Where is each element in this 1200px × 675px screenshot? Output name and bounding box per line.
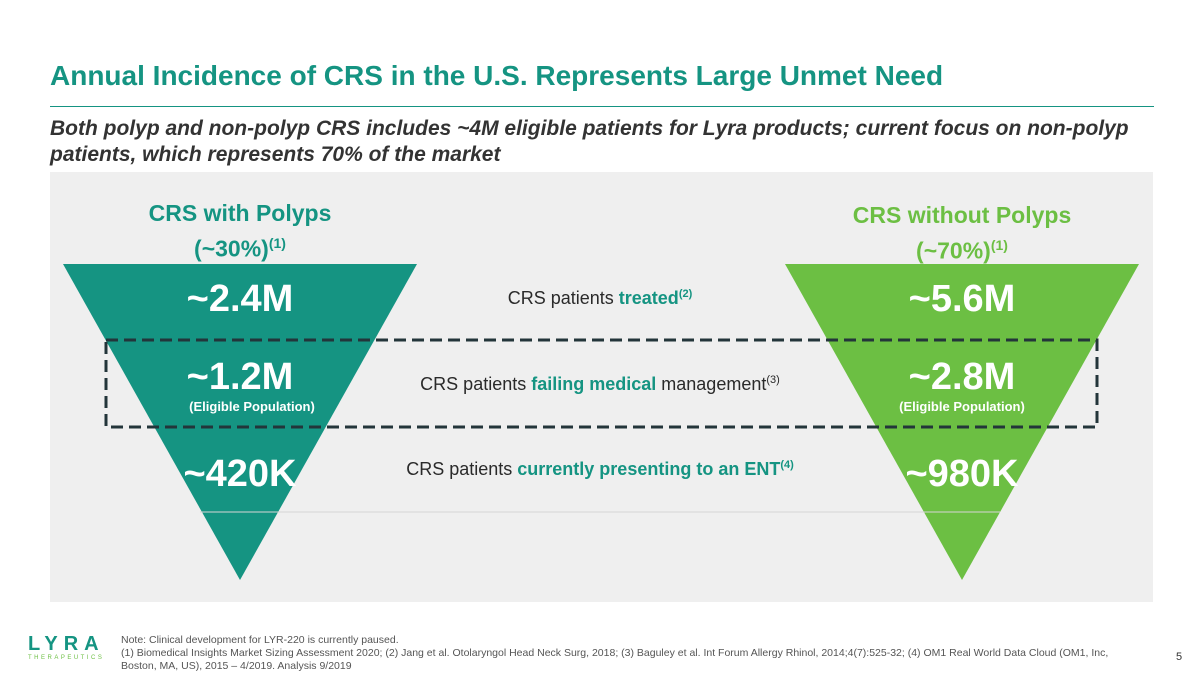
lyra-logo-subtitle: THERAPEUTICS — [28, 655, 105, 661]
row-treated-label: CRS patients treated(2) — [507, 288, 693, 308]
right-failing-value: ~2.8M — [908, 356, 1016, 398]
slide-subtitle: Both polyp and non-polyp CRS includes ~4… — [50, 117, 1129, 166]
left-heading: CRS with Polyps (~30%)(1) — [110, 198, 370, 264]
left-eligible-label: (Eligible Population) — [189, 399, 315, 414]
right-heading-title: CRS without Polyps — [852, 202, 1072, 228]
clinical-note: Note: Clinical development for LYR-220 i… — [121, 634, 399, 646]
page-number: 5 — [1176, 651, 1183, 663]
right-funnel-triangle — [785, 264, 1139, 580]
right-eligible-label: (Eligible Population) — [899, 399, 1025, 414]
title-divider — [50, 106, 1154, 107]
footnotes: Note: Clinical development for LYR-220 i… — [121, 634, 1141, 673]
right-heading-percent: (~70%)(1) — [916, 237, 1008, 264]
row-failing-label: CRS patients failing medical management(… — [420, 374, 780, 394]
lyra-logo-wordmark: LYRA — [28, 633, 105, 655]
right-heading: CRS without Polyps (~70%)(1) — [832, 200, 1092, 266]
left-ent-value: ~420K — [183, 453, 297, 495]
row-ent-label: CRS patients currently presenting to an … — [406, 459, 794, 479]
left-failing-value: ~1.2M — [186, 356, 294, 398]
lyra-logo: LYRA THERAPEUTICS — [28, 634, 105, 663]
left-treated-value: ~2.4M — [186, 278, 294, 320]
left-funnel-triangle — [63, 264, 417, 580]
left-heading-percent: (~30%)(1) — [194, 235, 286, 262]
eligible-population-box — [104, 338, 1099, 429]
right-treated-value: ~5.6M — [908, 278, 1016, 320]
left-heading-title: CRS with Polyps — [148, 200, 332, 226]
slide-title: Annual Incidence of CRS in the U.S. Repr… — [50, 60, 944, 91]
references: (1) Biomedical Insights Market Sizing As… — [121, 647, 1109, 672]
right-ent-value: ~980K — [905, 453, 1019, 495]
